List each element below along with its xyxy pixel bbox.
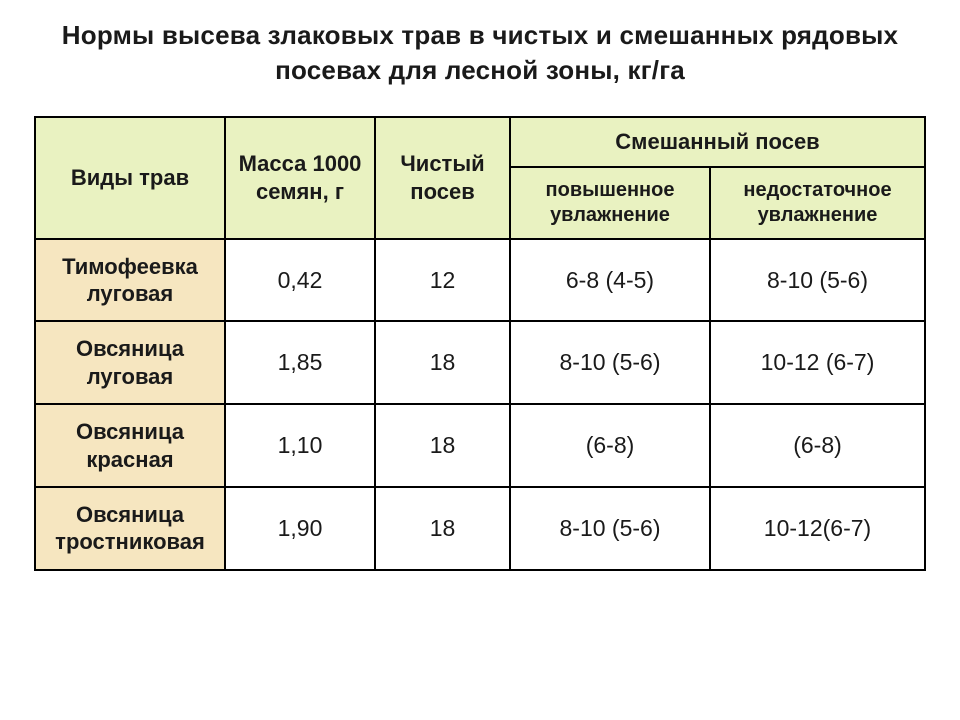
col-mixed-high: повышенное увлажнение (510, 167, 710, 239)
cell-low: 10-12 (6-7) (710, 321, 925, 404)
table-body: Тимофеевка луговая 0,42 12 6-8 (4-5) 8-1… (35, 239, 925, 570)
cell-pure: 18 (375, 404, 510, 487)
cell-high: (6-8) (510, 404, 710, 487)
row-species: Овсяница красная (35, 404, 225, 487)
cell-mass: 1,10 (225, 404, 375, 487)
cell-low: 10-12(6-7) (710, 487, 925, 570)
cell-pure: 18 (375, 487, 510, 570)
cell-low: 8-10 (5-6) (710, 239, 925, 322)
table-row: Овсяница красная 1,10 18 (6-8) (6-8) (35, 404, 925, 487)
cell-high: 8-10 (5-6) (510, 321, 710, 404)
row-species: Тимофеевка луговая (35, 239, 225, 322)
cell-low: (6-8) (710, 404, 925, 487)
seeding-rate-table: Виды трав Масса 1000 семян, г Чистый пос… (34, 116, 926, 571)
col-mixed-low: недостаточное увлажнение (710, 167, 925, 239)
col-species: Виды трав (35, 117, 225, 239)
row-species: Овсяница луговая (35, 321, 225, 404)
table-header: Виды трав Масса 1000 семян, г Чистый пос… (35, 117, 925, 239)
table-row: Тимофеевка луговая 0,42 12 6-8 (4-5) 8-1… (35, 239, 925, 322)
col-pure: Чистый посев (375, 117, 510, 239)
cell-mass: 1,90 (225, 487, 375, 570)
cell-pure: 12 (375, 239, 510, 322)
col-mixed-group: Смешанный посев (510, 117, 925, 167)
cell-high: 8-10 (5-6) (510, 487, 710, 570)
cell-pure: 18 (375, 321, 510, 404)
col-mass: Масса 1000 семян, г (225, 117, 375, 239)
table-row: Овсяница тростниковая 1,90 18 8-10 (5-6)… (35, 487, 925, 570)
page-title: Нормы высева злаковых трав в чистых и см… (34, 18, 926, 88)
table-row: Овсяница луговая 1,85 18 8-10 (5-6) 10-1… (35, 321, 925, 404)
cell-high: 6-8 (4-5) (510, 239, 710, 322)
page: Нормы высева злаковых трав в чистых и см… (0, 0, 960, 571)
cell-mass: 1,85 (225, 321, 375, 404)
row-species: Овсяница тростниковая (35, 487, 225, 570)
cell-mass: 0,42 (225, 239, 375, 322)
